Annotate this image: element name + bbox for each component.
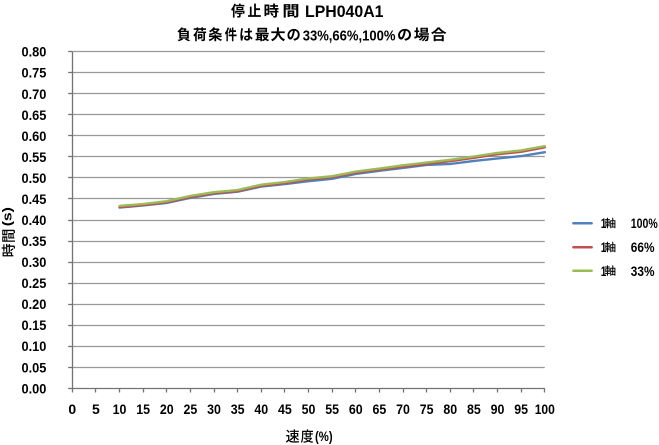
svg-text:0.75: 0.75: [22, 65, 47, 81]
svg-text:55: 55: [325, 401, 339, 417]
svg-text:95: 95: [514, 401, 528, 417]
svg-text:0.50: 0.50: [22, 170, 47, 186]
svg-text:33%: 33%: [631, 263, 655, 279]
svg-text:85: 85: [467, 401, 481, 417]
svg-text:0.00: 0.00: [22, 380, 47, 396]
svg-text:0.05: 0.05: [22, 359, 47, 375]
svg-text:70: 70: [396, 401, 410, 417]
svg-text:0.45: 0.45: [22, 191, 47, 207]
svg-text:35: 35: [231, 401, 245, 417]
svg-text:60: 60: [349, 401, 363, 417]
svg-text:0.35: 0.35: [22, 233, 47, 249]
svg-text:0.70: 0.70: [22, 86, 47, 102]
svg-text:0.80: 0.80: [22, 44, 47, 60]
svg-text:0.25: 0.25: [22, 275, 47, 291]
svg-text:50: 50: [302, 401, 316, 417]
svg-text:0: 0: [68, 401, 76, 417]
svg-text:0.55: 0.55: [22, 149, 47, 165]
svg-text:1: 1: [601, 239, 607, 255]
svg-text:30: 30: [207, 401, 221, 417]
svg-text:0.20: 0.20: [22, 296, 47, 312]
svg-text:0.30: 0.30: [22, 254, 47, 270]
svg-text:1: 1: [601, 263, 607, 279]
svg-text:66%: 66%: [631, 239, 655, 255]
svg-text:100%: 100%: [631, 215, 658, 231]
svg-text:1: 1: [601, 215, 607, 231]
svg-text:90: 90: [491, 401, 505, 417]
svg-text:100: 100: [535, 401, 555, 417]
svg-text:0.10: 0.10: [22, 338, 47, 354]
svg-text:15: 15: [136, 401, 150, 417]
svg-text:(%): (%): [315, 428, 333, 444]
svg-text:10: 10: [113, 401, 127, 417]
svg-text:5: 5: [92, 401, 100, 417]
svg-text:0.60: 0.60: [22, 128, 47, 144]
svg-text:80: 80: [443, 401, 457, 417]
svg-text:25: 25: [184, 401, 198, 417]
svg-text:LPH040A1: LPH040A1: [305, 2, 384, 21]
svg-text:45: 45: [278, 401, 292, 417]
svg-text:0.65: 0.65: [22, 107, 47, 123]
svg-text:75: 75: [420, 401, 434, 417]
svg-text:(s): (s): [0, 207, 14, 226]
svg-text:33%,66%,100%: 33%,66%,100%: [303, 27, 396, 44]
svg-text:20: 20: [160, 401, 174, 417]
svg-text:65: 65: [373, 401, 387, 417]
svg-text:0.40: 0.40: [22, 212, 47, 228]
svg-text:0.15: 0.15: [22, 317, 47, 333]
svg-text:40: 40: [254, 401, 268, 417]
